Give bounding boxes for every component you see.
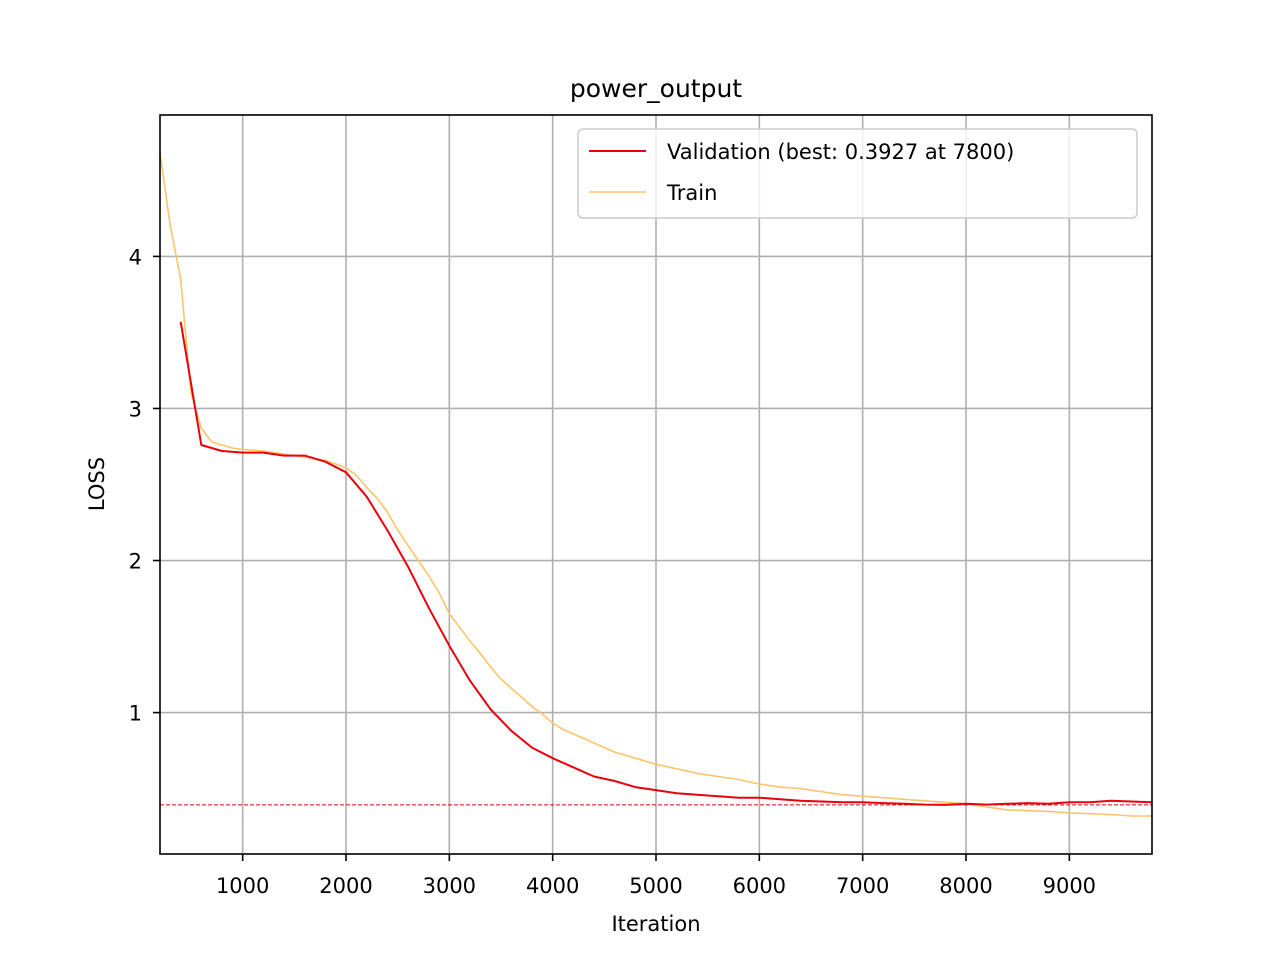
x-axis-label: Iteration: [611, 912, 700, 936]
grid-lines: [160, 115, 1152, 854]
legend-label-validation: Validation (best: 0.3927 at 7800): [667, 140, 1014, 164]
legend: Validation (best: 0.3927 at 7800) Train: [577, 128, 1138, 219]
x-tick-label-4000: 4000: [526, 874, 579, 898]
x-tick-label-7000: 7000: [836, 874, 889, 898]
validation-series-line: [179, 321, 1153, 806]
chart-title: power_output: [570, 74, 742, 103]
axis-ticks: 1000 2000 3000 4000 5000 6000 7000 8000 9000 1 2 3 4: [129, 245, 1096, 898]
x-tick-label-3000: 3000: [423, 874, 476, 898]
y-tick-label-1: 1: [129, 702, 142, 726]
legend-box: [577, 128, 1138, 219]
x-tick-label-2000: 2000: [319, 874, 372, 898]
series-lines: [159, 152, 1153, 817]
x-tick-label-1000: 1000: [216, 874, 269, 898]
y-tick-label-2: 2: [129, 550, 142, 574]
x-tick-label-9000: 9000: [1043, 874, 1096, 898]
y-tick-label-3: 3: [129, 397, 142, 421]
x-tick-label-8000: 8000: [939, 874, 992, 898]
y-axis-label: LOSS: [85, 457, 109, 511]
x-tick-label-5000: 5000: [629, 874, 682, 898]
x-tick-label-6000: 6000: [733, 874, 786, 898]
y-tick-label-4: 4: [129, 245, 142, 269]
legend-label-train: Train: [666, 181, 717, 205]
